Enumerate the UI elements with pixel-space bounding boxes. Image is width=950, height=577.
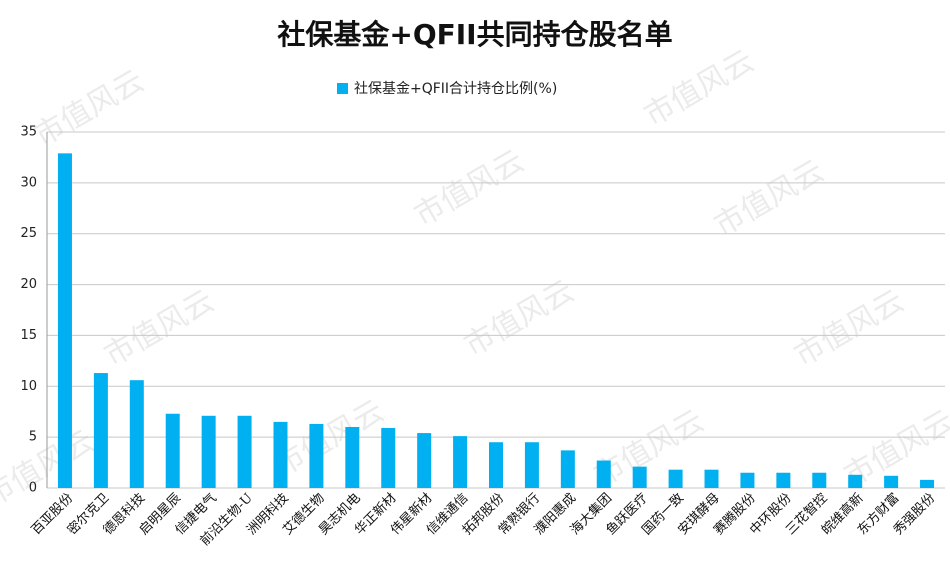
bar: [93, 373, 108, 488]
y-tick-label: 30: [20, 175, 37, 190]
watermark: 市值风云: [639, 44, 760, 134]
watermark: 市值风云: [409, 144, 530, 234]
bar: [704, 469, 719, 488]
bar: [273, 421, 288, 488]
bar: [417, 433, 432, 488]
bar: [668, 469, 683, 488]
legend-label: 社保基金+QFII合计持仓比例(%): [354, 80, 557, 97]
bar: [453, 436, 468, 488]
y-tick-label: 0: [29, 481, 37, 496]
bar: [776, 472, 791, 488]
watermark: 市值风云: [789, 284, 910, 374]
bar: [884, 475, 899, 488]
bar: [309, 423, 324, 488]
y-tick-label: 15: [20, 328, 37, 343]
y-tick-label: 25: [20, 226, 37, 241]
legend-swatch: [337, 83, 348, 94]
bar: [57, 153, 72, 489]
bar: [129, 380, 144, 488]
bar: [201, 415, 216, 488]
chart-title: 社保基金+QFII共同持仓股名单: [277, 18, 672, 51]
y-tick-label: 5: [29, 430, 37, 445]
watermark: 市值风云: [459, 274, 580, 364]
bar: [560, 450, 575, 488]
bar: [524, 442, 539, 488]
watermark: 市值风云: [99, 284, 220, 374]
bar: [381, 427, 396, 488]
bar: [632, 466, 647, 488]
bar: [740, 472, 755, 488]
y-tick-label: 20: [20, 277, 37, 292]
watermark: 市值风云: [709, 154, 830, 244]
bar: [345, 426, 360, 488]
bar: [489, 442, 503, 488]
bar: [812, 472, 827, 488]
bar: [165, 413, 180, 488]
y-tick-label: 35: [20, 125, 37, 140]
bar: [237, 415, 252, 488]
y-tick-label: 10: [20, 379, 37, 394]
bar: [596, 460, 611, 488]
bar: [920, 479, 935, 488]
bar: [848, 474, 863, 488]
